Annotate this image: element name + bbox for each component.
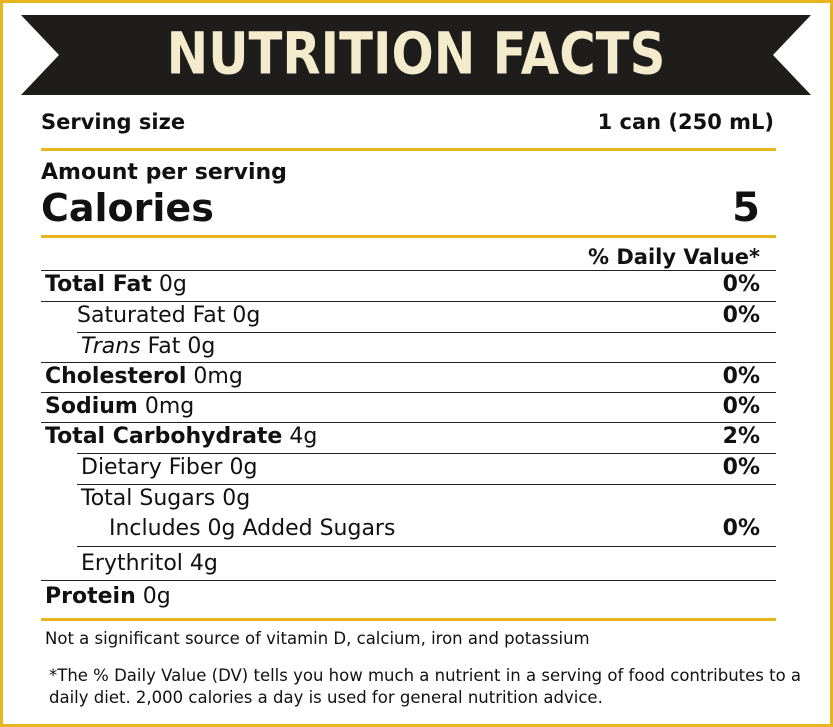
nutrient: Sodium	[45, 394, 138, 419]
dv: 0%	[722, 364, 760, 389]
amount: 0g	[158, 272, 187, 297]
footnote: *The % Daily Value (DV) tells you how mu…	[49, 666, 802, 707]
amount: 0g	[232, 303, 261, 328]
nutrient: Dietary Fiber	[81, 455, 223, 480]
dv: 0%	[722, 516, 760, 541]
dv-header: % Daily Value*	[588, 245, 760, 269]
amount: 0g	[142, 584, 171, 609]
rule	[41, 422, 776, 423]
rule	[77, 546, 776, 547]
rule	[41, 301, 776, 302]
amount: 0g	[222, 486, 251, 511]
rule	[77, 332, 776, 333]
row: Total Fat 0g 0%	[45, 270, 760, 300]
rule	[77, 484, 776, 485]
row: Total Carbohydrate 4g 2%	[45, 422, 760, 452]
nutrient: Protein	[45, 584, 136, 609]
amount: 4g	[189, 551, 218, 576]
nutrient: Total Sugars	[81, 486, 216, 511]
row: Sodium 0mg 0%	[45, 392, 760, 422]
dv: 0%	[722, 303, 760, 328]
row: Erythritol 4g	[81, 549, 760, 579]
amount: 0g	[187, 334, 216, 359]
amount: 0g	[229, 455, 258, 480]
amount-heading: Amount per serving	[41, 160, 287, 185]
nutrient: Total Fat	[45, 272, 152, 297]
dv: 0%	[722, 394, 760, 419]
rule	[77, 453, 776, 454]
rule	[41, 392, 776, 393]
row: Includes 0g Added Sugars 0%	[109, 514, 760, 544]
dv: 0%	[722, 455, 760, 480]
rule	[41, 580, 776, 581]
row: Total Sugars 0g	[81, 484, 760, 514]
row: Protein 0g	[45, 582, 760, 612]
calories-label: Calories	[41, 186, 214, 230]
title: NUTRITION FACTS	[167, 20, 666, 88]
dv: 0%	[722, 272, 760, 297]
rule	[41, 362, 776, 363]
nutrient: Total Carbohydrate	[45, 424, 283, 449]
row: Cholesterol 0mg 0%	[45, 362, 760, 392]
row: Dietary Fiber 0g 0%	[81, 453, 760, 483]
amount: 4g	[289, 424, 318, 449]
nutrient: Cholesterol	[45, 364, 187, 389]
nutrient: Includes 0g Added Sugars	[109, 516, 396, 541]
serving-label: Serving size	[41, 110, 186, 134]
banner: NUTRITION FACTS	[21, 15, 811, 95]
divider	[41, 618, 776, 621]
serving-value: 1 can (250 mL)	[597, 110, 774, 134]
nutrient: Erythritol	[81, 551, 183, 576]
dv: 2%	[722, 424, 760, 449]
footnote: Not a significant source of vitamin D, c…	[45, 629, 590, 648]
rule	[41, 270, 776, 271]
nutrient: Saturated Fat	[77, 303, 226, 328]
nutrient-italic: Trans	[81, 334, 141, 359]
divider	[41, 148, 776, 151]
row: Saturated Fat 0g 0%	[77, 301, 760, 331]
row: Trans Fat 0g	[81, 332, 760, 362]
nutrient: Fat	[147, 334, 181, 359]
amount: 0mg	[144, 394, 195, 419]
amount: 0mg	[193, 364, 243, 389]
divider	[41, 235, 776, 238]
calories-value: 5	[732, 185, 760, 231]
